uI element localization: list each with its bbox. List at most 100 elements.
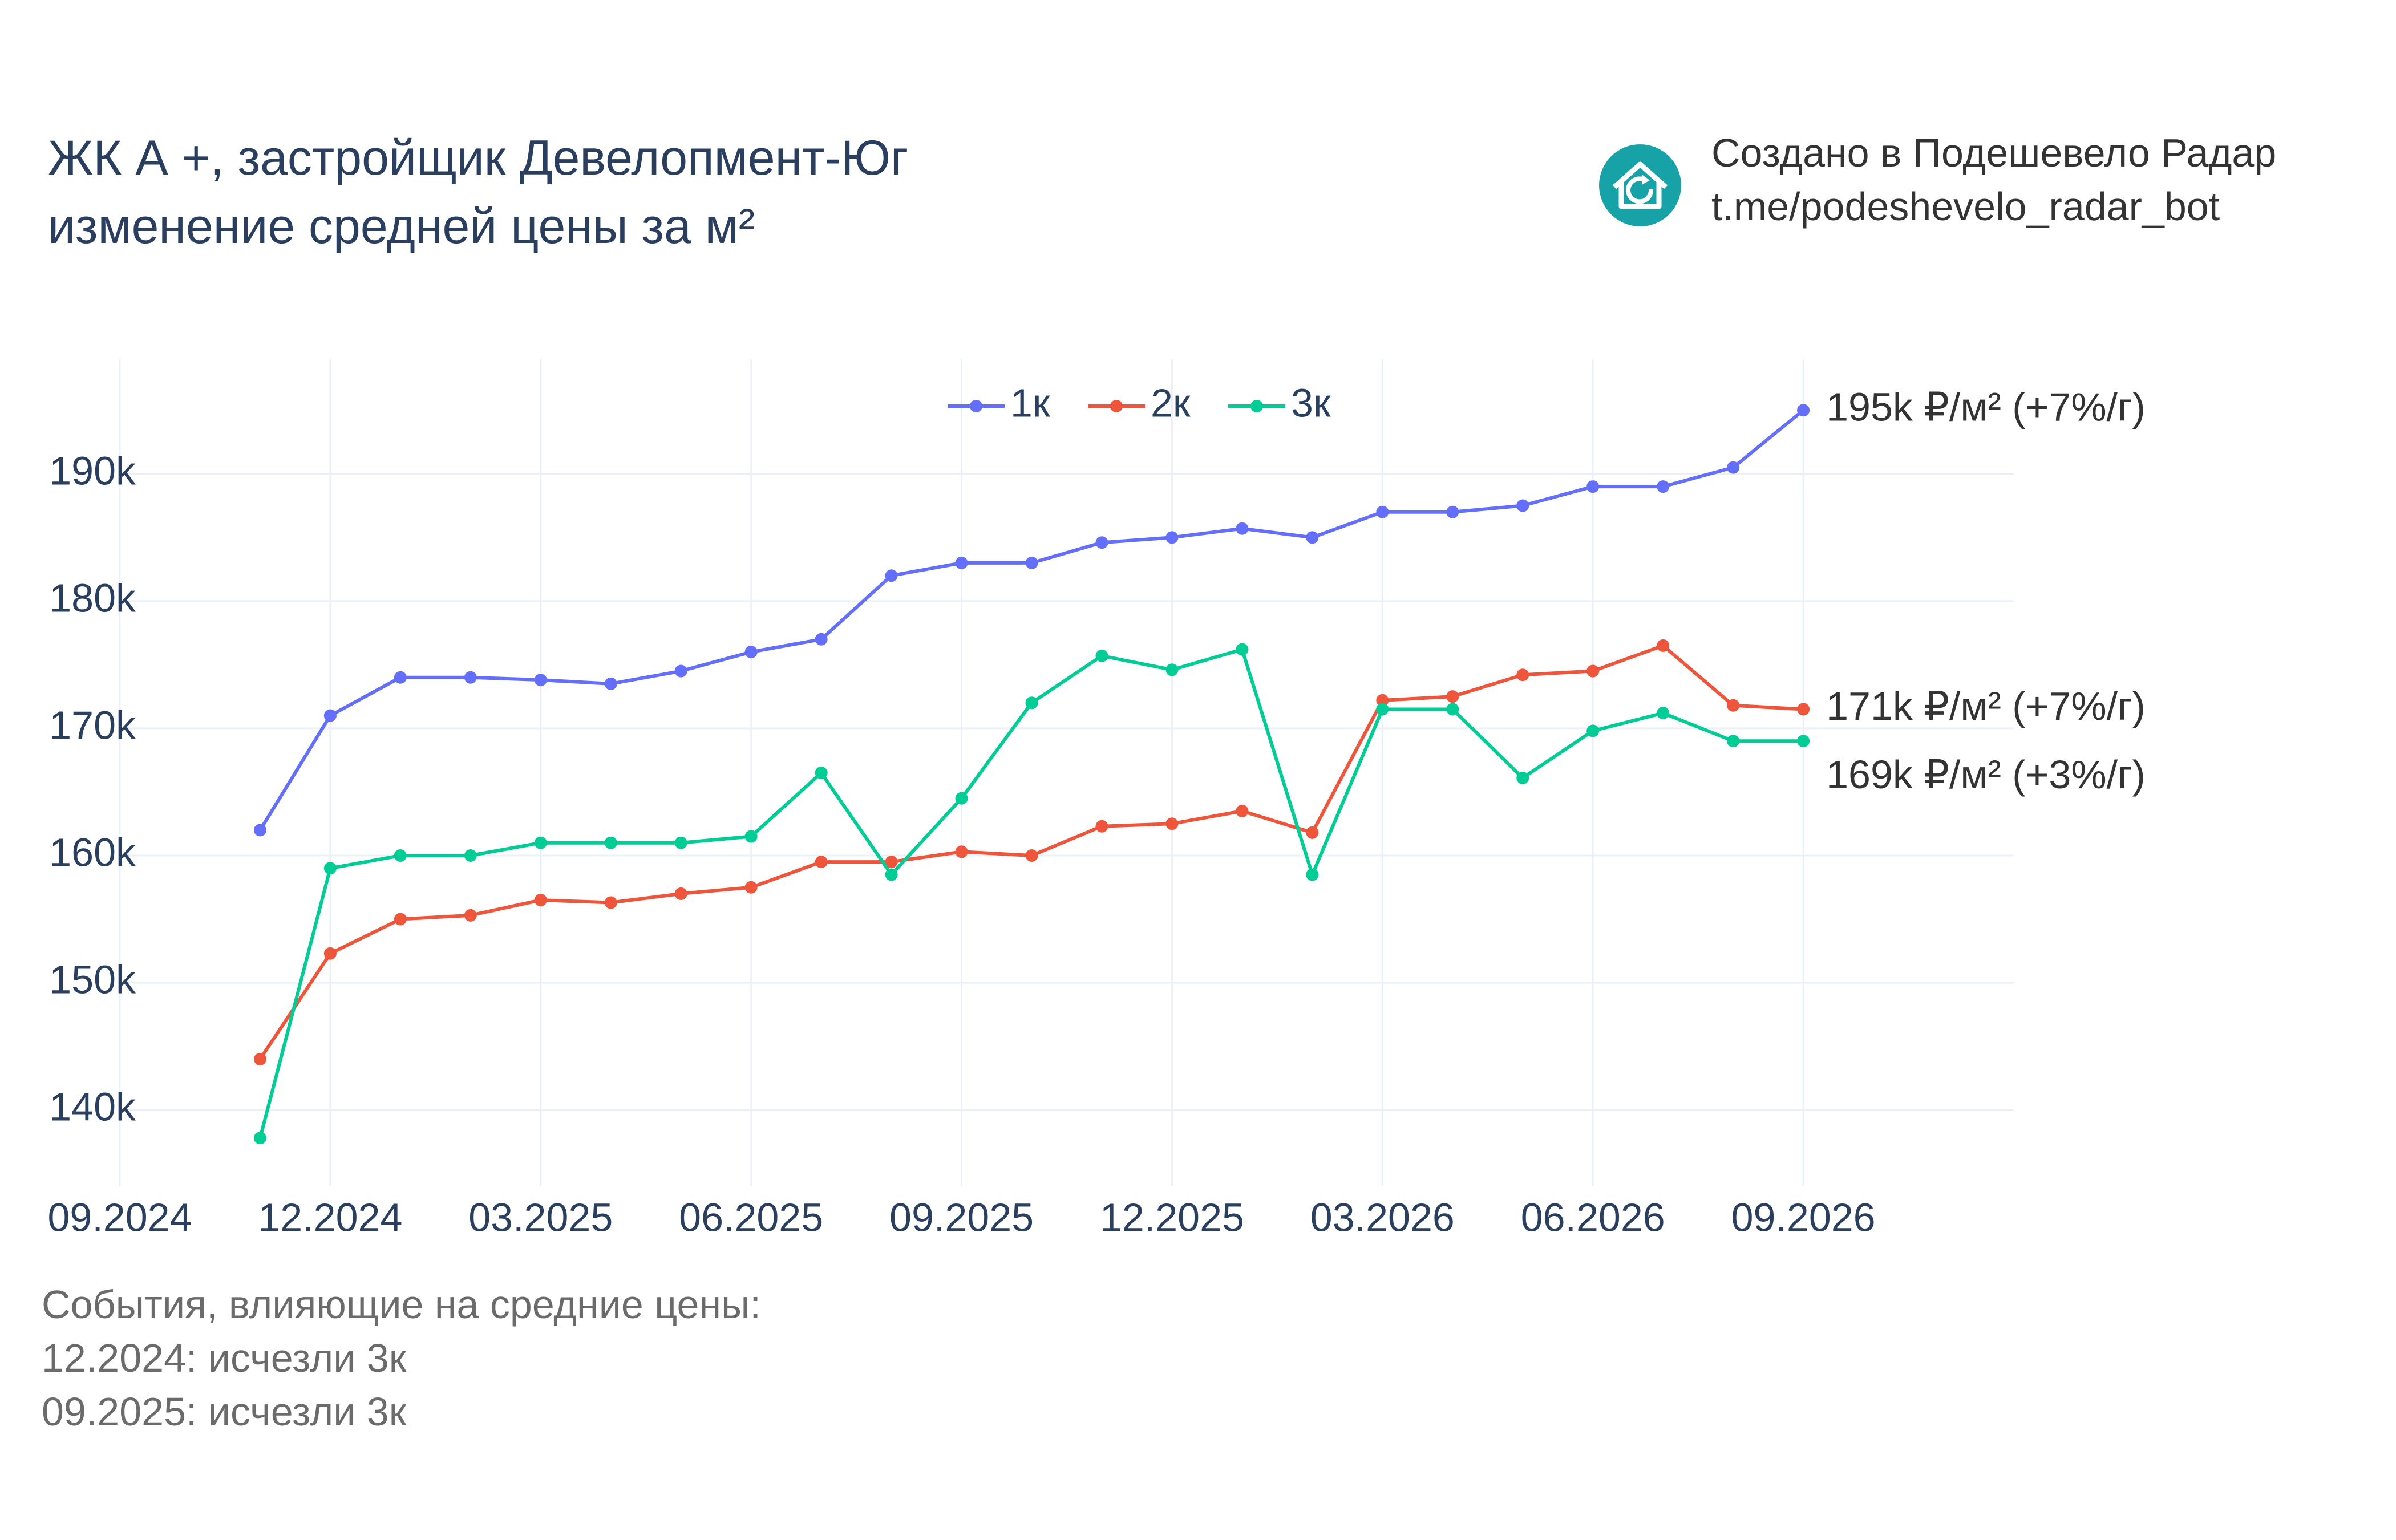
chart-title-line1: ЖК А +, застройщик Девелопмент-Юг [48,131,909,185]
data-point [1025,556,1038,569]
events-note: События, влияющие на средние цены: 12.20… [42,1278,761,1438]
legend-label: 3к [1291,380,1331,425]
data-point [253,824,266,837]
brand-name: Создано в Подешевело Радар [1711,131,2277,175]
data-point [1446,690,1459,703]
data-point [815,767,828,779]
end-value-label: 195k ₽/м² (+7%/г) [1826,385,2146,429]
data-point [1025,696,1038,710]
data-point [885,856,898,869]
data-point [1516,499,1529,512]
data-point [955,845,968,858]
event-item: 12.2024: исчезли 3к [42,1336,407,1380]
data-point [1657,480,1670,493]
legend-marker [1110,400,1123,412]
legend: 1к 2к 3к [948,380,1331,425]
data-point [744,646,758,659]
data-point [1376,505,1389,518]
event-item: 09.2025: исчезли 3к [42,1389,407,1434]
y-tick-label: 190k [49,448,136,493]
data-point [604,896,617,909]
data-point [1797,735,1810,748]
data-point [253,1052,266,1065]
data-point [1516,668,1529,682]
y-tick-label: 170k [49,703,136,747]
data-point [464,849,477,862]
data-point [1586,724,1600,737]
x-tick-label: 09.2026 [1731,1195,1876,1239]
y-tick-label: 180k [49,576,136,620]
data-point [885,569,898,582]
axes: 09.2024 12.2024 03.2025 06.2025 09.2025 12.20… [47,448,1875,1239]
data-point [534,674,547,687]
y-tick-label: 150k [49,958,136,1002]
x-tick-label: 06.2025 [679,1195,823,1239]
data-point [323,947,337,960]
data-point [1165,817,1179,830]
data-point [1236,643,1249,656]
data-point [1025,849,1038,862]
data-point [394,849,407,862]
series-line-3к [258,647,1804,1138]
x-tick-label: 09.2025 [889,1195,1034,1239]
data-point [464,671,477,684]
data-point [464,909,477,922]
data-point [1236,804,1249,817]
x-tick-label: 03.2026 [1310,1195,1455,1239]
data-point [1306,531,1319,544]
data-point [1657,707,1670,720]
data-point [604,677,617,690]
data-point [1516,771,1529,784]
data-point [815,633,828,646]
legend-item: 2к [1088,380,1191,425]
data-point [674,836,687,849]
x-tick-label: 06.2026 [1521,1195,1665,1239]
brand-link[interactable]: t.me/podeshevelo_radar_bot [1711,184,2220,229]
x-tick-label: 12.2024 [258,1195,402,1239]
data-point [674,887,687,900]
y-tick-label: 140k [49,1085,136,1129]
data-point [1306,868,1319,881]
data-point [323,709,337,722]
data-point [1727,735,1740,748]
grid [119,359,2014,1186]
data-point [1797,404,1810,417]
data-point [534,836,547,849]
data-point [1797,703,1810,716]
data-point [674,664,687,678]
legend-label: 1к [1010,380,1050,425]
legend-label: 2к [1151,380,1191,425]
x-tick-label: 09.2024 [47,1195,192,1239]
end-labels: 195k ₽/м² (+7%/г) 171k ₽/м² (+7%/г) 169k ₽… [1826,385,2146,797]
data-point [744,830,758,843]
data-point [1727,699,1740,712]
data-point [955,556,968,569]
data-point [1095,649,1108,662]
x-tick-label: 03.2025 [468,1195,613,1239]
data-point [1376,694,1389,707]
chart-title-line2: изменение средней цены за м² [48,199,755,254]
data-point [323,862,337,875]
data-point [604,836,617,849]
data-point [1095,536,1108,549]
data-point [394,671,407,684]
data-point [1306,826,1319,839]
data-point [1095,820,1108,833]
data-point [1657,639,1670,652]
data-point [955,792,968,805]
series [253,404,1810,1145]
data-point [815,856,828,869]
data-point [885,868,898,881]
data-point [1586,480,1600,493]
data-point [1446,505,1459,518]
data-point [744,881,758,894]
data-point [1165,531,1179,544]
data-point [1376,703,1389,716]
data-point [1236,522,1249,535]
end-value-label: 171k ₽/м² (+7%/г) [1826,684,2146,728]
end-value-label: 169k ₽/м² (+3%/г) [1826,752,2146,797]
legend-item: 1к [948,380,1050,425]
y-tick-label: 160k [49,830,136,874]
data-point [1586,664,1600,678]
